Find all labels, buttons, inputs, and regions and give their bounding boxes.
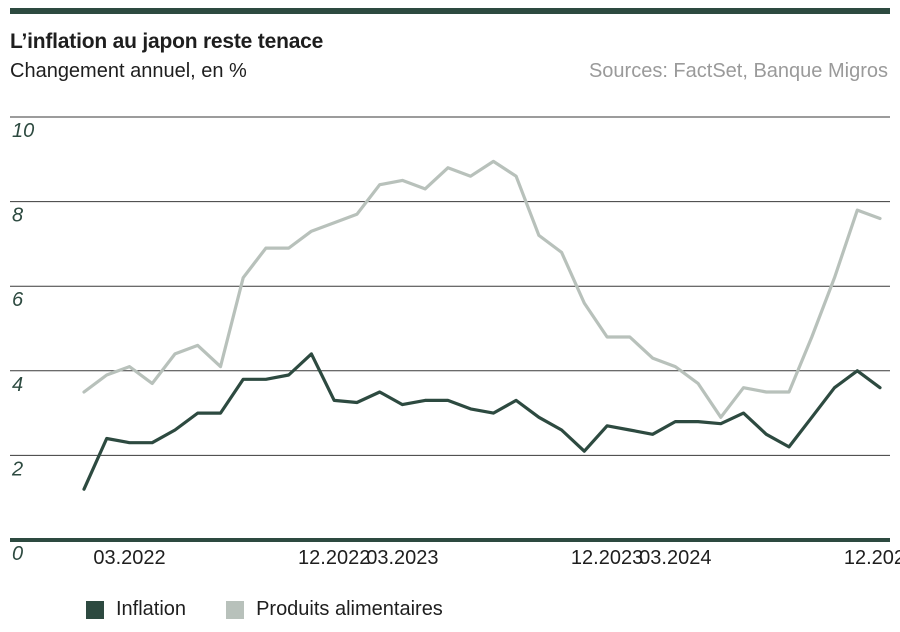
legend-item-inflation: Inflation <box>86 598 186 621</box>
chart-title: L’inflation au japon reste tenace <box>10 30 324 53</box>
legend-swatch-inflation <box>86 600 104 619</box>
y-tick-label-0: 0 <box>12 543 23 565</box>
x-axis-baseline <box>10 538 890 542</box>
x-tick-label-03.2023: 03.2023 <box>366 547 438 569</box>
y-tick-label-10: 10 <box>12 120 34 142</box>
y-tick-label-6: 6 <box>12 289 24 311</box>
x-tick-label-12.2022: 12.2022 <box>298 547 370 569</box>
y-tick-label-4: 4 <box>12 374 23 396</box>
x-tick-label-03.2022: 03.2022 <box>93 547 165 569</box>
y-tick-label-8: 8 <box>12 205 23 227</box>
y-tick-label-2: 2 <box>11 458 23 480</box>
series-line-food <box>82 159 882 419</box>
legend-item-food: Produits alimentaires <box>226 598 443 621</box>
chart-legend: Inflation Produits alimentaires <box>86 598 483 621</box>
x-tick-label-12.2023: 12.2023 <box>571 547 643 569</box>
legend-swatch-food <box>226 600 245 619</box>
series-line-inflation <box>82 352 882 491</box>
legend-label-food: Produits alimentaires <box>256 598 443 620</box>
top-accent-bar <box>10 8 890 14</box>
legend-label-inflation: Inflation <box>116 598 187 620</box>
chart-subtitle: Changement annuel, en % <box>10 60 247 82</box>
x-tick-label-12.2024: 12.2024 <box>844 547 900 569</box>
chart-source: Sources: FactSet, Banque Migros <box>588 60 888 82</box>
x-tick-label-03.2024: 03.2024 <box>639 547 711 569</box>
